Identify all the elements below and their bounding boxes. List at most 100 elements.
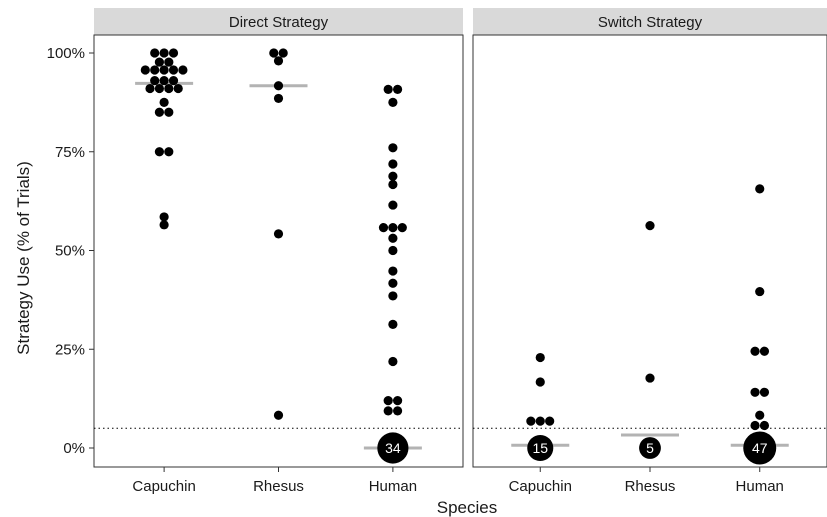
data-point (273, 229, 284, 239)
data-point (154, 83, 165, 94)
data-point (392, 406, 403, 416)
data-point (759, 420, 770, 431)
data-point (273, 56, 284, 66)
data-point (278, 48, 288, 58)
data-point (164, 107, 174, 117)
data-point (159, 97, 169, 107)
data-point (140, 65, 150, 75)
zero-count-label: 34 (385, 440, 401, 456)
data-point (269, 48, 279, 58)
data-point (759, 387, 770, 397)
data-point (388, 278, 398, 288)
data-point (535, 377, 545, 387)
data-point (168, 65, 179, 75)
x-tick-label: Human (736, 478, 784, 495)
data-point (159, 65, 169, 75)
data-point (154, 57, 165, 67)
panels: Direct Strategy 0% 25% 50% 75% 100% Capuchin Rh… (47, 8, 827, 495)
data-point (164, 83, 174, 94)
data-point (388, 319, 398, 329)
data-point (388, 171, 398, 181)
y-tick-label: 100% (47, 45, 85, 62)
data-point (168, 48, 179, 58)
data-point (388, 97, 398, 107)
data-point (159, 212, 169, 222)
data-point (159, 48, 169, 58)
panel-border (472, 34, 827, 468)
data-point (388, 233, 398, 243)
data-point (526, 416, 536, 426)
data-point (388, 143, 398, 153)
x-tick-label: Capuchin (509, 478, 572, 495)
data-point (173, 83, 183, 94)
group-human: 34 Human (363, 84, 422, 495)
y-tick-label: 0% (63, 440, 85, 457)
panel-title: Direct Strategy (229, 14, 329, 31)
zero-count-bubble (743, 431, 777, 465)
panel-strip (473, 8, 827, 35)
data-point (164, 57, 174, 67)
data-point (150, 48, 160, 58)
data-point (383, 84, 393, 94)
x-axis-title: Species (437, 498, 497, 517)
data-point (545, 416, 555, 426)
y-tick-label: 75% (55, 144, 85, 161)
data-point (150, 76, 160, 86)
data-point (273, 93, 284, 104)
group-rhesus: 5 Rhesus (621, 221, 679, 495)
y-axis-title: Strategy Use (% of Trials) (14, 161, 33, 355)
zero-count-label: 15 (532, 440, 548, 456)
x-tick-label: Human (369, 478, 417, 495)
data-point (397, 222, 407, 233)
data-point (645, 373, 655, 383)
data-point (383, 406, 393, 416)
x-tick-label: Rhesus (253, 478, 304, 495)
data-point (273, 410, 284, 420)
zero-count-bubble (527, 434, 554, 462)
data-point (150, 65, 160, 75)
data-point (159, 76, 169, 86)
zero-count-bubble (377, 432, 409, 464)
data-point (755, 410, 765, 420)
group-human: 47 Human (730, 184, 789, 495)
data-point (759, 346, 770, 356)
data-point (392, 396, 403, 406)
data-point (383, 396, 393, 406)
data-point (750, 420, 760, 431)
zero-count-label: 5 (646, 440, 654, 456)
data-point (159, 220, 169, 230)
x-tick-label: Capuchin (132, 478, 195, 495)
panel-switch: Switch Strategy 15 Capuchin 5 Rhesus 47 Human (472, 8, 827, 495)
data-point (388, 291, 398, 301)
group-rhesus: Rhesus (249, 48, 308, 495)
panel-strip (94, 8, 463, 35)
data-point (178, 65, 188, 75)
data-point (154, 147, 165, 157)
panel-title: Switch Strategy (598, 14, 703, 31)
zero-count-bubble (639, 437, 661, 459)
x-tick-label: Rhesus (625, 478, 676, 495)
data-point (388, 179, 398, 190)
data-point (755, 286, 765, 297)
group-capuchin: 15 Capuchin (509, 352, 572, 495)
data-point (154, 107, 165, 117)
data-point (750, 387, 760, 397)
data-point (388, 159, 398, 169)
panel-direct: Direct Strategy 0% 25% 50% 75% 100% Capuchin Rh… (47, 8, 464, 495)
data-point (388, 245, 398, 256)
data-point (145, 83, 155, 94)
data-point (388, 200, 398, 210)
data-point (388, 356, 398, 367)
data-point (535, 352, 545, 363)
y-tick-label: 25% (55, 341, 85, 358)
data-point (273, 81, 284, 91)
data-point (392, 84, 403, 94)
y-tick-label: 50% (55, 243, 85, 260)
zero-count-label: 47 (752, 440, 768, 456)
data-point (535, 416, 545, 426)
data-point (388, 222, 398, 233)
group-capuchin: Capuchin (132, 48, 196, 495)
data-point (378, 222, 389, 233)
data-point (168, 76, 179, 86)
